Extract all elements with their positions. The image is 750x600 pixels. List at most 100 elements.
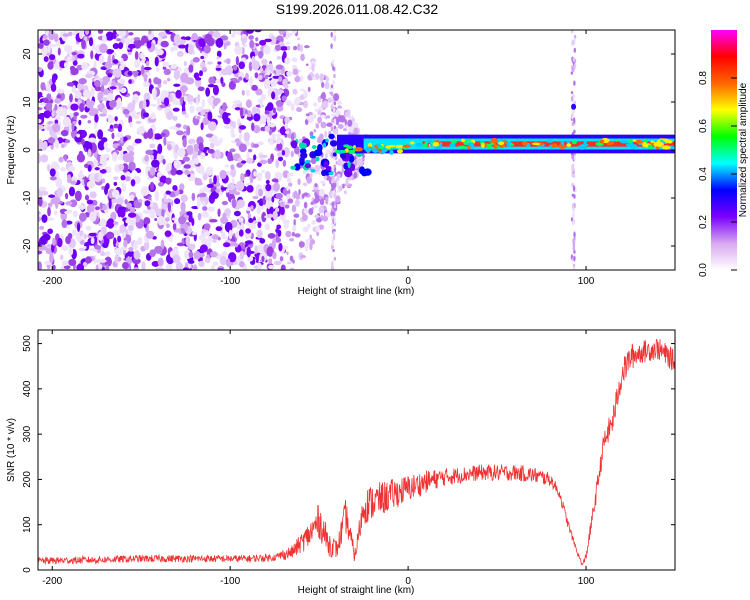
transition-blob [294,199,300,207]
streak-blob [332,179,336,184]
transition-blob [319,198,325,206]
spectrogram-y-tick-label: 10 [22,96,33,108]
noise-blob [246,246,252,258]
noise-blob [165,190,172,195]
noise-blob [109,86,117,90]
noise-blob [267,158,273,165]
noise-blob [63,44,73,53]
transition-blob [285,100,290,104]
noise-blob [127,43,136,49]
noise-blob [143,73,148,83]
noise-blob [54,104,58,111]
noise-blob [161,208,165,218]
noise-blob [260,126,266,132]
noise-blob [212,98,219,107]
noise-blob [80,114,88,119]
streak-blob [333,118,337,126]
colorbar-tick-label: 0.6 [698,119,709,133]
streak-blob [572,212,575,220]
noise-blob [144,154,149,162]
spectrogram-y-ticks: -20 -10 0 10 20 [22,48,675,253]
noise-blob [76,222,81,233]
colorbar: 0.0 0.2 0.4 0.6 0.8 Normalized spectral ampl… [698,30,749,277]
snr-x-label: Height of straight line (km) [298,585,415,596]
noise-blob [99,165,103,171]
noise-blob [154,245,163,254]
carrier-blob [458,145,468,149]
noise-blob [151,260,160,267]
noise-blob [232,100,241,105]
noise-blob [248,217,254,224]
noise-blob [180,194,188,203]
noise-blob [172,223,177,231]
noise-blob [265,179,270,185]
noise-blob [42,35,48,39]
snr-y-tick-label: 0 [22,567,33,573]
noise-blob [71,51,77,56]
noise-blob [206,183,214,189]
noise-blob [254,245,258,254]
carrier-blob [560,141,565,145]
noise-blob [224,164,230,168]
noise-blob [207,97,215,104]
noise-blob [42,140,48,150]
noise-blob [55,106,65,117]
noise-blob [104,61,113,69]
transition-blob [325,76,330,83]
noise-blob [87,119,92,124]
noise-blob [105,231,115,240]
transition-blob [330,156,336,160]
noise-blob [245,30,255,34]
noise-blob [255,187,259,198]
carrier-blob [628,138,633,144]
transition-blob [290,103,295,112]
streak-blob [573,47,577,53]
noise-blob [278,30,285,36]
streak-blob [333,93,337,100]
noise-blob [191,192,196,202]
noise-blob [276,55,281,60]
noise-blob [226,258,231,267]
noise-blob [108,49,115,53]
noise-blob [110,211,117,221]
spectrogram-x-tick-label: 0 [405,276,411,287]
noise-blob [243,132,250,142]
noise-blob [68,247,74,256]
noise-blob [154,217,158,222]
noise-blob [269,206,274,213]
transition-strong-blob [343,162,349,170]
noise-blob [179,183,185,191]
noise-blob [221,200,229,206]
noise-blob [271,178,279,183]
noise-blob [188,251,194,258]
noise-blob [63,61,68,69]
noise-blob [156,171,163,178]
noise-blob [275,159,280,169]
noise-blob [98,113,107,117]
noise-blob [119,87,127,94]
noise-blob [120,57,124,67]
noise-blob [203,45,211,54]
noise-blob [165,264,171,270]
noise-blob [99,43,108,54]
noise-blob [246,89,250,97]
noise-blob [106,98,111,110]
transition-blob [290,150,294,158]
noise-blob [207,234,213,243]
carrier-blob [546,139,554,143]
noise-blob [247,148,253,153]
noise-blob [172,100,181,105]
noise-blob [77,82,83,90]
noise-blob [160,40,169,48]
noise-blob [223,43,227,50]
noise-blob [192,264,198,270]
transition-strong-blob [304,163,312,169]
noise-blob [117,145,123,152]
noise-blob [64,154,68,162]
noise-blob [215,226,223,232]
streak-blob [332,211,335,217]
carrier-blob [577,144,587,150]
noise-blob [128,246,134,252]
carrier-blob [531,142,541,146]
